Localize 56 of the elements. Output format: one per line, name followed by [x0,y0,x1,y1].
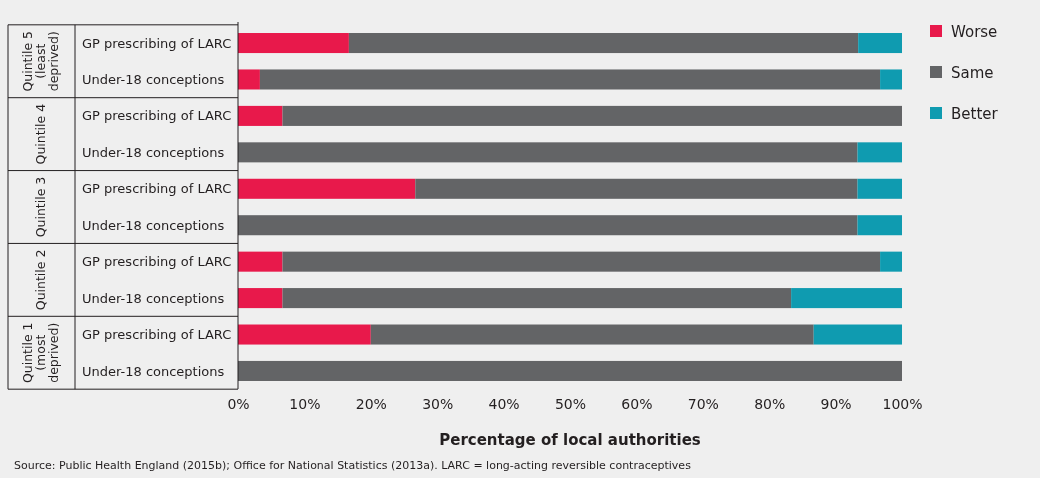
y-tick-label: Under-18 conceptions [82,217,225,233]
bar [282,288,792,309]
legend-label: Better [951,105,999,124]
y-tick-label: GP prescribing of LARC [82,254,232,270]
bar [238,251,283,272]
bar [857,215,902,236]
x-axis-title: Percentage of local authorities [439,431,701,449]
bar [791,288,902,309]
x-tick-label: 0% [227,395,250,412]
y-tick-label: Under-18 conceptions [82,72,225,88]
bar [238,360,902,381]
y-tick-label: GP prescribing of LARC [82,108,232,124]
bar [238,215,858,236]
bar [238,324,371,345]
bar [238,288,283,309]
bar [238,33,349,54]
bar [880,251,902,272]
x-tick-label: 100% [882,395,923,412]
bar [238,178,416,199]
bar [259,69,881,90]
bar [415,178,858,199]
y-tick-label: GP prescribing of LARC [82,35,232,51]
x-tick-label: 60% [621,395,653,412]
x-tick-label: 10% [289,395,321,412]
bar [370,324,814,345]
x-tick-label: 20% [355,395,387,412]
y-tick-label: GP prescribing of LARC [82,181,232,197]
text: Quintile 5 (least deprived) [20,30,62,92]
text: Quintile 3 [33,176,49,238]
x-tick-label: 70% [687,395,719,412]
y-tick-label: GP prescribing of LARC [82,327,232,343]
y-tick-label: Under-18 conceptions [82,363,225,379]
bar [880,69,902,90]
x-tick-label: 40% [488,395,520,412]
source-note: Source: Public Health England (2015b); Office for National Statistics (2013a). LARC = long-acting reversible contraceptives [14,459,692,472]
bar [857,178,902,199]
x-tick-label: 90% [820,395,852,412]
bar [813,324,902,345]
bar [238,69,260,90]
legend-label: Same [951,64,994,83]
y-tick-label: Under-18 conceptions [82,290,225,306]
legend-label: Worse [951,23,998,42]
bar [858,33,902,54]
x-tick-label: 30% [422,395,454,412]
bar [238,142,858,163]
y-tick-label: Under-18 conceptions [82,144,225,160]
bar [348,33,859,54]
x-tick-label: 80% [754,395,786,412]
bar [238,105,283,126]
bar [282,105,902,126]
text: Quintile 1 (most deprived) [20,322,62,384]
bar [282,251,881,272]
text: Quintile 2 [33,249,49,311]
x-tick-label: 50% [554,395,587,412]
bar [857,142,902,163]
text: Quintile 4 [33,103,49,165]
